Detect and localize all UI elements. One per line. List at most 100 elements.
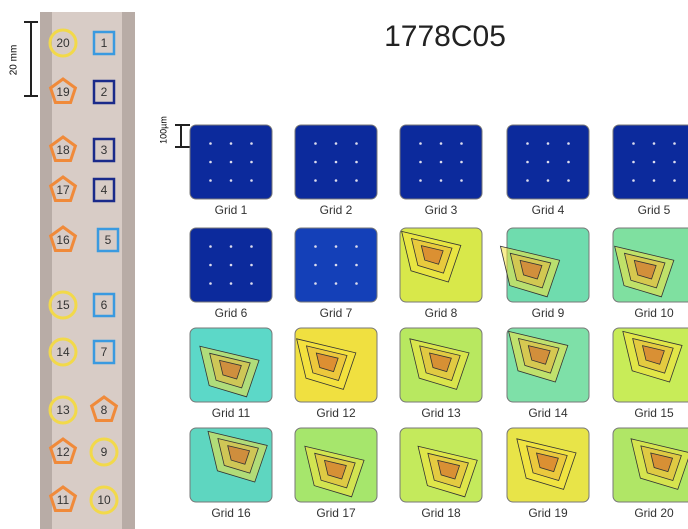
marker-label: 7 [101,345,108,359]
probe-point [209,282,212,285]
probe-point [250,160,253,164]
probe-point [355,245,358,248]
probe-point [673,179,676,182]
probe-point [632,179,635,182]
marker-label: 13 [56,403,70,417]
probe-point [229,282,233,285]
grid-label: Grid 16 [211,506,251,520]
marker-circle [89,437,119,467]
probe-point [229,160,233,164]
probe-point [334,245,338,248]
marker-label: 20 [56,36,70,50]
contour-map [612,124,688,200]
contour-line [218,359,242,380]
grid-label: Grid 9 [532,306,565,320]
probe-point [567,160,570,164]
probe-point [314,282,317,285]
grid-label: Grid 14 [528,406,568,420]
contour-line [535,452,559,473]
contour-line [519,259,543,280]
marker-pentagon [48,77,78,104]
marker-pentagon [48,485,78,512]
probe-point [419,179,422,182]
probe-point [546,142,550,145]
probe-point [229,142,233,145]
grid-label: Grid 1 [215,203,248,217]
probe-point [209,142,212,145]
grid-label: Grid 2 [320,203,353,217]
grid-label: Grid 5 [638,203,671,217]
marker-circle [48,337,78,367]
probe-point [355,263,358,267]
marker-pentagon [48,225,78,252]
grid-label: Grid 13 [421,406,461,420]
probe-point [567,179,570,182]
grid-label: Grid 20 [634,506,674,520]
marker-pentagon [48,175,78,202]
grid-label: Grid 4 [532,203,565,217]
probe-point [250,282,253,285]
probe-point [355,160,358,164]
contour-line [437,459,461,480]
marker-circle [48,28,78,58]
contour-line [315,352,339,373]
probe-point [652,179,656,182]
marker-label: 4 [101,183,108,197]
grid-label: Grid 17 [316,506,356,520]
probe-point [250,179,253,182]
probe-point [673,160,676,164]
grid-label: Grid 11 [212,406,251,420]
probe-point [526,160,529,164]
probe-point [652,160,656,164]
probe-point [546,179,550,182]
probe-point [209,160,212,164]
grid-label: Grid 3 [425,203,458,217]
marker-label: 19 [56,85,70,99]
contour-line [527,345,551,365]
contour-line [428,352,452,373]
probe-point [334,263,338,267]
probe-point [632,160,635,164]
grid-scale-label: 100µm [158,116,168,144]
marker-circle [89,485,119,515]
probe-point [355,179,358,182]
marker-label: 1 [101,36,108,50]
probe-point [460,160,463,164]
contour-line [650,452,674,473]
marker-square [92,292,116,318]
grid-label: Grid 15 [634,406,674,420]
marker-label: 14 [56,345,70,359]
probe-point [229,245,233,248]
scale-bar [24,21,38,97]
marker-label: 5 [105,233,112,247]
marker-square [92,137,116,163]
probe-point [439,179,443,182]
marker-label: 8 [101,403,108,417]
marker-label: 11 [57,493,70,507]
marker-circle [48,290,78,320]
contour-line [641,345,665,365]
probe-point [334,282,338,285]
marker-circle [48,395,78,425]
probe-point [546,160,550,164]
grid-label: Grid 8 [425,306,458,320]
probe-point [334,179,338,182]
marker-label: 16 [56,233,70,247]
probe-point [355,142,358,145]
marker-label: 17 [56,183,70,197]
grid-label: Grid 6 [215,306,248,320]
marker-label: 10 [97,493,111,507]
marker-pentagon [48,437,78,464]
marker-square [92,177,116,203]
title: 1778C05 [384,20,506,53]
contour-line [633,259,657,280]
probe-point [209,245,212,248]
probe-point [673,142,676,145]
marker-square [92,79,116,105]
marker-square [96,227,120,253]
probe-point [439,142,443,145]
probe-point [314,263,317,267]
probe-point [314,245,317,248]
marker-label: 2 [101,85,108,99]
